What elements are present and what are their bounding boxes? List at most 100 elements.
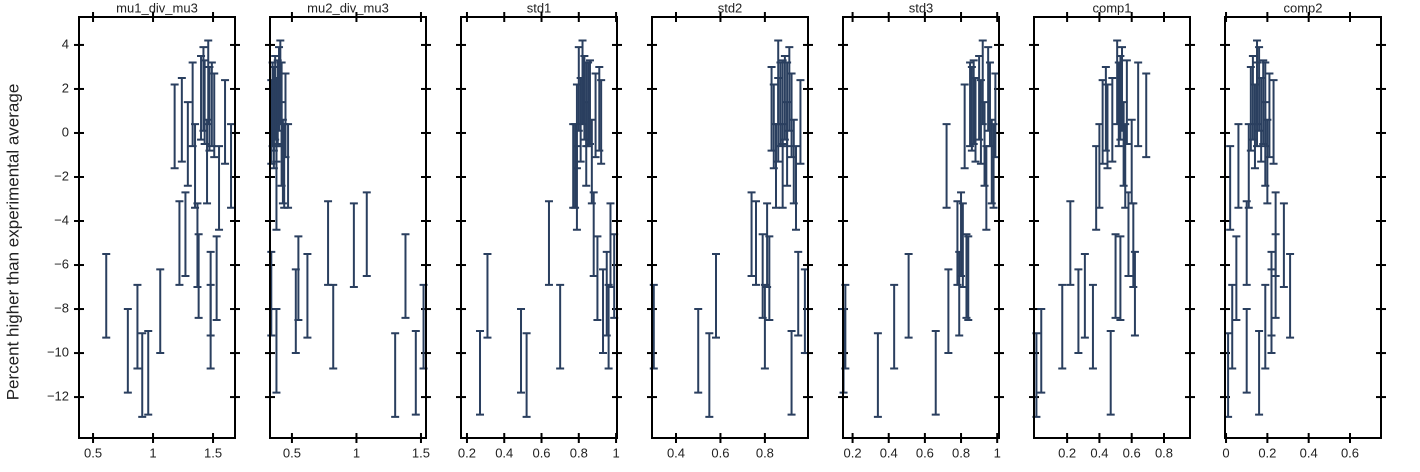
error-bar bbox=[183, 101, 192, 187]
error-bar bbox=[747, 191, 756, 278]
error-bar bbox=[138, 332, 147, 418]
error-bar bbox=[1103, 83, 1112, 170]
x-tick-label: 0.4 bbox=[667, 445, 685, 460]
x-tick-label: 0.6 bbox=[711, 445, 729, 460]
error-bar bbox=[599, 268, 608, 355]
error-bar bbox=[349, 202, 358, 289]
x-tick-label: 1 bbox=[149, 445, 156, 460]
error-bar bbox=[483, 253, 492, 339]
y-tick-label: 0 bbox=[62, 124, 69, 139]
error-bar bbox=[1037, 308, 1046, 394]
error-bar bbox=[556, 283, 565, 370]
error-bar bbox=[522, 332, 531, 418]
y-tick-label: −8 bbox=[54, 300, 69, 315]
error-bar bbox=[649, 283, 658, 370]
subplot-title: mu2_div_mu3 bbox=[307, 0, 389, 15]
error-bar bbox=[574, 46, 583, 132]
error-bar bbox=[1244, 123, 1253, 209]
error-bar bbox=[1242, 308, 1251, 394]
x-tick-label: 0.8 bbox=[952, 445, 970, 460]
error-bar bbox=[752, 200, 760, 286]
error-bar bbox=[942, 123, 951, 209]
error-bar bbox=[1271, 233, 1280, 319]
error-bar bbox=[1142, 72, 1151, 159]
error-bar bbox=[267, 79, 276, 165]
error-bar bbox=[1080, 253, 1089, 339]
y-tick-label: 4 bbox=[62, 36, 69, 51]
subplot-title: std3 bbox=[909, 0, 934, 15]
error-bar bbox=[1106, 330, 1115, 416]
error-bar bbox=[944, 268, 953, 355]
error-bar bbox=[1058, 283, 1067, 370]
x-tick-label: 1 bbox=[353, 445, 360, 460]
error-bar bbox=[1127, 118, 1136, 205]
x-tick-label: 0.5 bbox=[84, 445, 102, 460]
error-bar bbox=[593, 235, 602, 322]
error-bar bbox=[989, 123, 998, 209]
error-bar bbox=[362, 191, 371, 278]
error-bar bbox=[1269, 79, 1278, 165]
error-bar bbox=[272, 145, 281, 231]
x-tick-label: 0.6 bbox=[1341, 445, 1359, 460]
error-bar bbox=[964, 235, 973, 322]
error-bar bbox=[1242, 200, 1251, 286]
error-bar bbox=[765, 235, 774, 322]
error-bar bbox=[1121, 123, 1130, 209]
x-tick-label: 1.5 bbox=[412, 445, 430, 460]
error-bar bbox=[133, 283, 142, 370]
error-bar bbox=[181, 191, 190, 278]
error-bar bbox=[123, 308, 132, 394]
error-bar bbox=[1130, 250, 1139, 337]
subplot-title: mu1_div_mu3 bbox=[116, 0, 198, 15]
error-bar bbox=[976, 79, 985, 165]
subplot-title: comp1 bbox=[1092, 0, 1131, 15]
y-tick-label: −2 bbox=[54, 168, 69, 183]
error-bar bbox=[1088, 283, 1097, 370]
plot-frame bbox=[269, 16, 427, 439]
x-tick-label: 1 bbox=[994, 445, 1001, 460]
plot-frame bbox=[78, 16, 236, 439]
error-bar bbox=[1134, 61, 1143, 148]
error-bar bbox=[931, 330, 940, 416]
error-bar bbox=[960, 83, 969, 170]
error-bar bbox=[587, 118, 596, 205]
error-bar bbox=[1108, 76, 1117, 163]
error-bar bbox=[890, 283, 899, 370]
error-bar bbox=[102, 253, 111, 339]
error-bar bbox=[787, 72, 796, 159]
error-bar bbox=[794, 250, 803, 337]
y-tick-label: −4 bbox=[54, 212, 69, 227]
error-bar bbox=[591, 72, 600, 159]
error-bar bbox=[1074, 268, 1083, 355]
error-bar bbox=[1253, 39, 1262, 126]
error-bar bbox=[193, 202, 202, 289]
error-bar bbox=[391, 332, 400, 418]
error-bar bbox=[705, 332, 714, 418]
error-bar bbox=[1129, 202, 1138, 289]
x-tick-label: 0.8 bbox=[756, 445, 774, 460]
error-bar bbox=[597, 79, 606, 165]
y-tick-label: 2 bbox=[62, 80, 69, 95]
error-bar bbox=[1265, 72, 1274, 159]
error-bar bbox=[210, 72, 219, 159]
error-bar bbox=[955, 250, 964, 337]
error-bar bbox=[796, 79, 805, 165]
y-tick-label: −6 bbox=[54, 256, 69, 271]
error-bar bbox=[904, 253, 913, 339]
x-tick-label: 0.4 bbox=[495, 445, 513, 460]
error-bar bbox=[1226, 145, 1235, 231]
x-tick-label: 0.2 bbox=[844, 445, 862, 460]
error-bar bbox=[303, 253, 312, 339]
error-bar bbox=[401, 233, 410, 319]
x-tick-label: 0.4 bbox=[880, 445, 898, 460]
error-bar bbox=[1261, 283, 1270, 370]
y-tick-label: −12 bbox=[47, 389, 69, 404]
error-bar bbox=[544, 200, 553, 286]
error-bar bbox=[1228, 283, 1237, 370]
error-bar bbox=[1116, 235, 1125, 322]
y-axis-label: Percent higher than experimental average bbox=[3, 84, 22, 401]
error-bar bbox=[967, 65, 976, 152]
x-tick-label: 0.2 bbox=[458, 445, 476, 460]
x-tick-label: 0 bbox=[1222, 445, 1229, 460]
